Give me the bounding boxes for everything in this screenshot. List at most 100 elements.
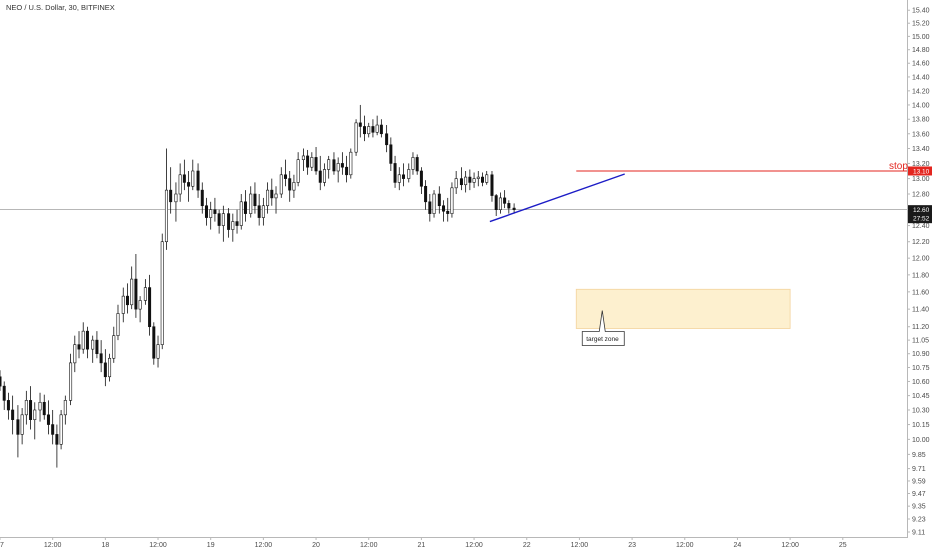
candle-body [354,122,358,153]
candle-body [235,221,239,226]
chart-title: NEO / U.S. Dollar, 30, BITFINEX [6,3,115,12]
candle-body [401,174,405,179]
price-tick-label: 13.80 [912,117,930,124]
price-tick-label: 10.30 [912,407,930,414]
candle-body [63,400,67,416]
candle-body [336,163,340,172]
candle-body [253,193,257,207]
candle-body [156,344,160,359]
candle-body [274,193,278,199]
candle-body [148,287,152,328]
candle-body [485,174,489,183]
bar-countdown: 27:52 [913,215,930,222]
candle-body [379,124,383,135]
candle-body [503,197,507,204]
price-tick-label: 11.80 [912,272,929,279]
candle-body [437,193,441,207]
candle-body [187,182,191,187]
last-price-badge-text: 12.60 [913,207,930,214]
last-price-badge [908,205,932,224]
candle-body [33,409,37,420]
candle-body [318,170,322,183]
price-tick-label: 14.00 [912,102,930,109]
candle-body [16,419,20,435]
candle-body [0,376,2,387]
candle-body [468,176,472,183]
candle-body [112,335,116,359]
candle-body [243,201,247,214]
candle-body [411,157,415,170]
price-tick-label: 10.60 [912,379,930,386]
candle-body [494,195,498,210]
candle-body [24,400,28,416]
candle-body [367,126,371,135]
price-tick-label: 15.00 [912,34,930,41]
candle-body [204,205,208,218]
callout-bubble [581,310,625,346]
price-tick-label: 15.40 [912,8,930,15]
candle-body [306,155,310,168]
candle-body [77,344,81,350]
price-tick-label: 9.23 [912,516,926,523]
candle-body [464,176,468,186]
target-zone-label: target zone [586,336,619,343]
price-tick-label: 15.20 [912,21,930,28]
price-tick-label: 13.00 [912,176,930,183]
price-tick-label: 10.15 [912,422,930,429]
candle-body [332,159,336,172]
price-tick-label: 9.47 [912,491,926,498]
candle-body [296,159,300,183]
price-tick-label: 12.80 [912,192,930,199]
candle-body [46,414,50,425]
time-tick-label: 20 [312,542,320,549]
price-tick-label: 9.59 [912,478,926,485]
target-zone-callout[interactable]: target zone [581,310,625,346]
candle-body [182,174,186,183]
time-tick-label: 12:00 [360,542,378,549]
candle-body [178,174,182,195]
price-tick-label: 11.40 [912,307,929,314]
candle-body [231,221,235,230]
candle-body [292,182,296,191]
candle-body [266,189,270,207]
candle-body [480,176,484,183]
candle-body [314,157,318,172]
candle-body [55,434,59,445]
price-tick-label: 10.45 [912,393,930,400]
candle-body [174,193,178,203]
candle-body [227,213,231,230]
time-tick-label: 12:00 [781,542,799,549]
candle-body [498,197,502,210]
stop-price-badge-text: 13.10 [913,168,930,175]
target-zone-box[interactable] [575,288,791,329]
price-tick-label: 11.60 [912,289,929,296]
candle-body [239,201,243,226]
candle-body [322,169,326,183]
candle-body [209,209,213,218]
candle-body [196,170,200,191]
candle-body [371,126,375,133]
time-tick-label: 12:00 [149,542,167,549]
candle-body [450,187,454,214]
candle-body [301,155,305,160]
candle-body [512,207,516,210]
price-tick-label: 13.20 [912,161,930,168]
candle-body [152,326,156,359]
time-tick-label: 22 [523,542,531,549]
candle-body [217,213,221,226]
time-tick-label: 12:00 [255,542,273,549]
candle-body [327,159,331,170]
price-axis-ticks: 15.40 15.20 15.00 14.80 14.60 14.40 14.20 14.00… [907,8,930,537]
stop-price-badge [908,166,932,176]
candle-body [270,189,274,199]
price-tick-label: 14.40 [912,74,930,81]
candle-body [397,174,401,183]
candles [0,104,516,468]
trend-line[interactable] [489,173,625,223]
candle-body [2,385,6,401]
candle-body [424,185,428,203]
price-tick-label: 11.05 [912,338,929,345]
price-tick-label: 12.40 [912,223,930,230]
stop-label: stop [889,161,908,172]
